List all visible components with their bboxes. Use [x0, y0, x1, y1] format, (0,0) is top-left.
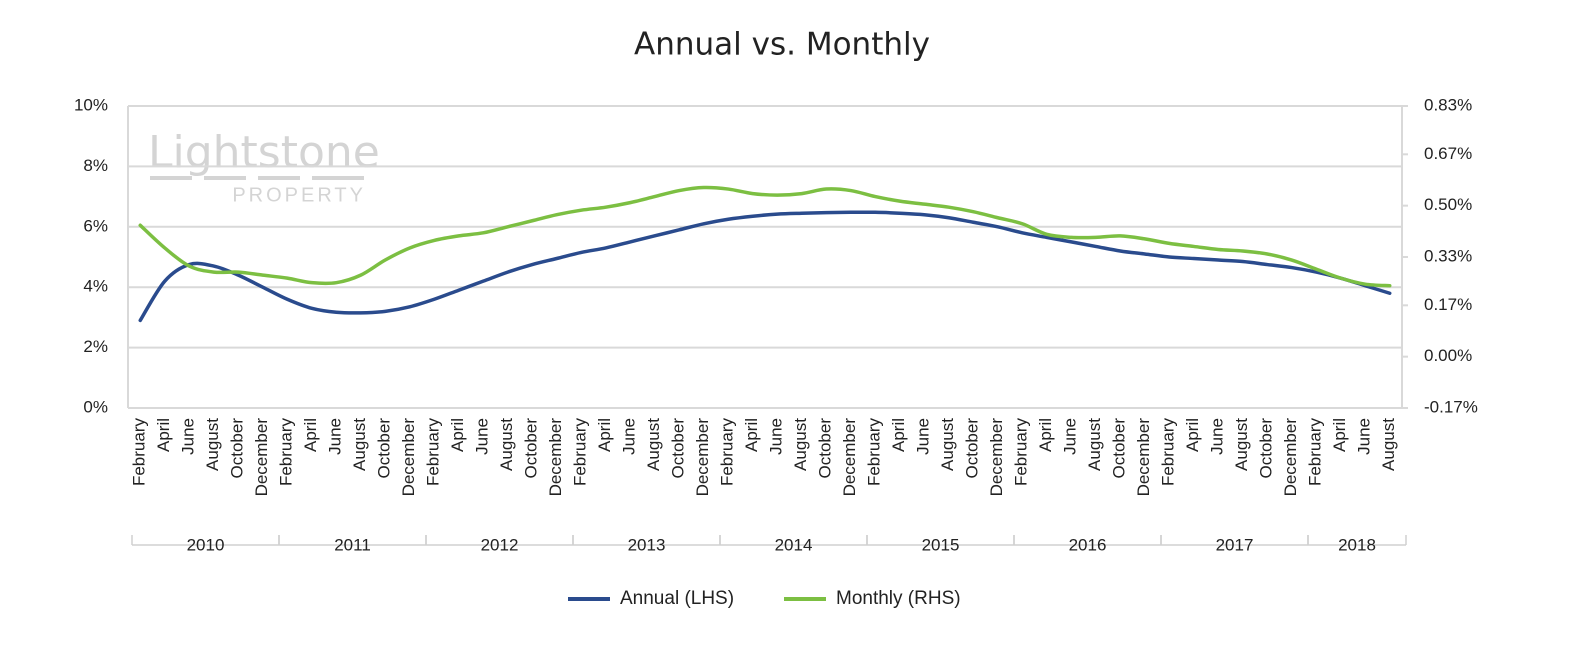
x-tick-label: April	[1330, 418, 1349, 452]
x-tick-label: December	[840, 418, 859, 497]
x-tick-label: October	[963, 418, 982, 479]
x-tick-label: October	[1257, 418, 1276, 479]
x-tick-label: April	[1183, 418, 1202, 452]
x-tick-label: December	[546, 418, 565, 497]
y-tick-label: 10%	[74, 95, 108, 114]
y-tick-label: 2%	[83, 337, 108, 356]
x-tick-label: February	[571, 418, 590, 487]
x-tick-label: February	[1306, 418, 1325, 487]
x-tick-label: June	[179, 418, 198, 455]
x-tick-label: October	[1110, 418, 1129, 479]
x-tick-label: December	[987, 418, 1006, 497]
year-label: 2015	[922, 535, 960, 554]
x-tick-label: December	[399, 418, 418, 497]
x-tick-label: April	[889, 418, 908, 452]
x-tick-label: February	[1012, 418, 1031, 487]
y2-tick-label: 0.33%	[1424, 246, 1472, 265]
x-tick-label: October	[669, 418, 688, 479]
x-tick-label: June	[767, 418, 786, 455]
x-tick-label: August	[938, 418, 957, 471]
x-tick-label: December	[252, 418, 271, 497]
x-tick-label: June	[914, 418, 933, 455]
year-label: 2018	[1338, 535, 1376, 554]
x-tick-label: August	[497, 418, 516, 471]
y2-tick-label: -0.17%	[1424, 397, 1478, 416]
x-tick-label: December	[1134, 418, 1153, 497]
x-tick-label: October	[228, 418, 247, 479]
x-tick-label: June	[1355, 418, 1374, 455]
y-tick-label: 0%	[83, 397, 108, 416]
legend-label: Annual (LHS)	[620, 588, 734, 609]
x-tick-label: August	[791, 418, 810, 471]
y2-tick-label: 0.83%	[1424, 95, 1472, 114]
x-tick-label: February	[718, 418, 737, 487]
x-tick-label: August	[1232, 418, 1251, 471]
x-tick-label: April	[448, 418, 467, 452]
x-tick-label: June	[1061, 418, 1080, 455]
year-label: 2017	[1216, 535, 1254, 554]
series-line	[138, 185, 1392, 288]
year-label: 2012	[481, 535, 519, 554]
x-tick-label: February	[130, 418, 149, 487]
y2-tick-label: 0.00%	[1424, 346, 1472, 365]
x-tick-label: June	[473, 418, 492, 455]
year-label: 2014	[775, 535, 813, 554]
x-tick-label: June	[620, 418, 639, 455]
year-label: 2016	[1069, 535, 1107, 554]
x-tick-label: April	[742, 418, 761, 452]
series-line	[138, 210, 1392, 323]
x-tick-label: April	[154, 418, 173, 452]
x-tick-label: April	[301, 418, 320, 452]
x-tick-label: October	[816, 418, 835, 479]
x-tick-label: February	[424, 418, 443, 487]
y2-tick-label: 0.50%	[1424, 195, 1472, 214]
x-tick-label: August	[644, 418, 663, 471]
x-tick-label: August	[203, 418, 222, 471]
x-tick-label: February	[277, 418, 296, 487]
watermark-subtitle: PROPERTY	[232, 184, 366, 206]
x-tick-label: October	[522, 418, 541, 479]
x-tick-label: April	[595, 418, 614, 452]
y2-tick-label: 0.17%	[1424, 295, 1472, 314]
watermark-dashes	[150, 176, 364, 180]
x-tick-label: April	[1036, 418, 1055, 452]
y-tick-label: 8%	[83, 156, 108, 175]
x-tick-label: October	[375, 418, 394, 479]
y-tick-label: 6%	[83, 216, 108, 235]
x-tick-label: August	[1379, 418, 1398, 471]
chart-title: Annual vs. Monthly	[634, 27, 930, 63]
year-label: 2010	[187, 535, 225, 554]
x-tick-label: August	[350, 418, 369, 471]
x-tick-label: February	[1159, 418, 1178, 487]
y-tick-label: 4%	[83, 277, 108, 296]
x-tick-label: February	[865, 418, 884, 487]
year-label: 2013	[628, 535, 666, 554]
x-tick-label: August	[1085, 418, 1104, 471]
x-tick-label: June	[326, 418, 345, 455]
y2-tick-label: 0.67%	[1424, 144, 1472, 163]
year-label: 2011	[334, 535, 371, 554]
x-tick-label: December	[693, 418, 712, 497]
watermark: Lightstone	[148, 127, 380, 178]
x-tick-label: June	[1208, 418, 1227, 455]
legend-label: Monthly (RHS)	[836, 588, 961, 609]
x-tick-label: December	[1281, 418, 1300, 497]
